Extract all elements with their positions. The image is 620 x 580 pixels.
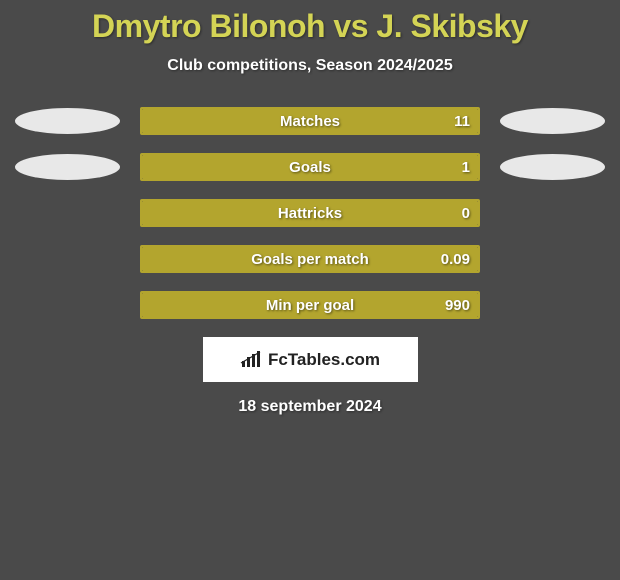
vs-text: vs — [333, 8, 368, 44]
stat-row: Goals1 — [0, 153, 620, 181]
right-oval — [500, 154, 605, 180]
stat-label: Hattricks — [142, 205, 478, 222]
stat-row: Matches11 — [0, 107, 620, 135]
date-text: 18 september 2024 — [0, 398, 620, 416]
stat-label: Goals — [142, 159, 478, 176]
subtitle: Club competitions, Season 2024/2025 — [0, 57, 620, 75]
stat-label: Min per goal — [142, 297, 478, 314]
bar-chart-icon — [240, 351, 262, 369]
stat-bar: Goals1 — [140, 153, 480, 181]
stat-bar: Hattricks0 — [140, 199, 480, 227]
page-title: Dmytro Bilonoh vs J. Skibsky — [0, 0, 620, 45]
stat-bar: Min per goal990 — [140, 291, 480, 319]
stat-row: Goals per match0.09 — [0, 245, 620, 273]
stat-label: Matches — [142, 113, 478, 130]
player1-name: Dmytro Bilonoh — [92, 8, 325, 44]
stats-container: Matches11 Goals1 Hattricks0 Goals per match… — [0, 107, 620, 319]
brand-logo-box[interactable]: FcTables.com — [203, 337, 418, 382]
stat-label: Goals per match — [142, 251, 478, 268]
stat-row: Hattricks0 — [0, 199, 620, 227]
stat-value: 990 — [445, 297, 470, 314]
left-oval — [15, 154, 120, 180]
stat-bar: Matches11 — [140, 107, 480, 135]
stat-row: Min per goal990 — [0, 291, 620, 319]
stat-value: 11 — [454, 113, 470, 130]
player2-name: J. Skibsky — [376, 8, 528, 44]
stat-value: 0 — [462, 205, 470, 222]
left-oval — [15, 108, 120, 134]
stat-value: 0.09 — [441, 251, 470, 268]
brand-name: FcTables.com — [268, 350, 380, 370]
right-oval — [500, 108, 605, 134]
stat-bar: Goals per match0.09 — [140, 245, 480, 273]
stat-value: 1 — [462, 159, 470, 176]
